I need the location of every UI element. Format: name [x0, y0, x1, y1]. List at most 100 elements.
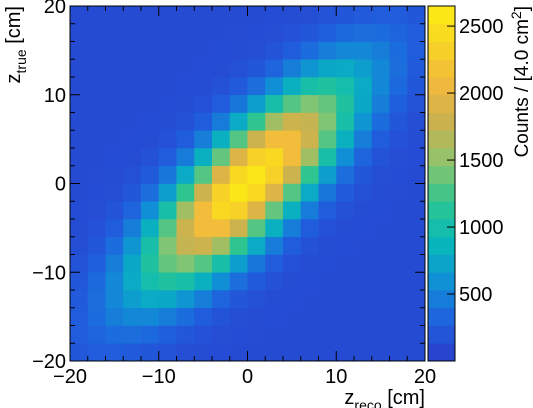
- heatmap-cell: [336, 59, 355, 78]
- heatmap-cell: [354, 325, 373, 344]
- heatmap-cell: [354, 183, 373, 202]
- colorbar-segment: [428, 112, 455, 131]
- heatmap-cell: [87, 254, 106, 273]
- heatmap-cell: [141, 130, 160, 149]
- colorbar-segment: [428, 6, 455, 25]
- heatmap-cell: [389, 130, 408, 149]
- colorbar-segment: [428, 59, 455, 78]
- heatmap-cell: [389, 148, 408, 167]
- heatmap-cell: [265, 325, 284, 344]
- heatmap-cell: [229, 325, 248, 344]
- heatmap-cell: [247, 201, 266, 220]
- heatmap-cell: [283, 130, 302, 149]
- heatmap-cell: [105, 165, 124, 184]
- colorbar-segment: [428, 343, 455, 362]
- heatmap-cell: [123, 112, 142, 131]
- heatmap-cell: [389, 41, 408, 60]
- heatmap-cell: [336, 219, 355, 238]
- heatmap-cell: [176, 219, 195, 238]
- heatmap-cell: [318, 77, 337, 96]
- heatmap-cell: [265, 130, 284, 149]
- heatmap-cell: [354, 59, 373, 78]
- heatmap-cell: [176, 343, 195, 362]
- x-tick-label: 20: [414, 366, 436, 388]
- heatmap-cell: [283, 59, 302, 78]
- heatmap-cell: [105, 343, 124, 362]
- heatmap-cell: [194, 41, 213, 60]
- heatmap-cell: [389, 59, 408, 78]
- heatmap-cell: [229, 6, 248, 25]
- heatmap-cell: [354, 6, 373, 25]
- heatmap-cell: [300, 183, 319, 202]
- heatmap-cell: [265, 23, 284, 42]
- heatmap-cell: [318, 41, 337, 60]
- heatmap-cell: [407, 23, 426, 42]
- colorbar-tick-label: 2000: [459, 83, 504, 105]
- colorbar-segment: [428, 130, 455, 149]
- heatmap-cell: [318, 94, 337, 113]
- heatmap-cell: [318, 112, 337, 131]
- heatmap-cell: [212, 112, 231, 131]
- heatmap-cell: [105, 254, 124, 273]
- heatmap-cell: [389, 6, 408, 25]
- heatmap-cell: [176, 41, 195, 60]
- x-tick-label: 0: [242, 366, 253, 388]
- heatmap-cell: [283, 77, 302, 96]
- heatmap-cell: [371, 307, 390, 326]
- heatmap-cell: [123, 272, 142, 291]
- heatmap-cell: [318, 183, 337, 202]
- heatmap-cell: [70, 6, 89, 25]
- heatmap-cell: [105, 236, 124, 255]
- heatmap-cell: [105, 307, 124, 326]
- colorbar: 500 1000 1500 2000 2500: [427, 5, 504, 362]
- heatmap-cell: [105, 272, 124, 291]
- heatmap-cell: [389, 23, 408, 42]
- heatmap-cell: [371, 130, 390, 149]
- heatmap-cell: [229, 112, 248, 131]
- heatmap-cell: [336, 307, 355, 326]
- heatmap-cell: [283, 325, 302, 344]
- heatmap-cell: [212, 254, 231, 273]
- heatmap-cell: [354, 236, 373, 255]
- heatmap-cell: [123, 343, 142, 362]
- heatmap-cell: [300, 165, 319, 184]
- x-tick-label: −20: [53, 366, 87, 388]
- heatmap-cell: [176, 94, 195, 113]
- heatmap-cell: [212, 236, 231, 255]
- heatmap-cell: [70, 290, 89, 309]
- heatmap-cell: [407, 343, 426, 362]
- y-tick-label: 20: [44, 0, 66, 18]
- heatmap-cell: [212, 272, 231, 291]
- heatmap-cell: [158, 77, 177, 96]
- heatmap-cell: [105, 6, 124, 25]
- heatmap-cell: [407, 219, 426, 238]
- heatmap-cell: [407, 165, 426, 184]
- heatmap-cell: [229, 23, 248, 42]
- heatmap-cell: [371, 41, 390, 60]
- heatmap-cell: [123, 59, 142, 78]
- heatmap-cell: [194, 23, 213, 42]
- heatmap-cell: [87, 130, 106, 149]
- heatmap-cell: [336, 290, 355, 309]
- heatmap-cell: [229, 219, 248, 238]
- heatmap-cell: [336, 201, 355, 220]
- heatmap-cell: [300, 272, 319, 291]
- heatmap-cell: [87, 6, 106, 25]
- heatmap-cell: [389, 307, 408, 326]
- heatmap-cell: [354, 307, 373, 326]
- colorbar-segment: [428, 254, 455, 273]
- heatmap-cell: [229, 201, 248, 220]
- heatmap-cell: [194, 94, 213, 113]
- heatmap-cell: [265, 148, 284, 167]
- heatmap-cell: [212, 148, 231, 167]
- heatmap-cell: [105, 77, 124, 96]
- heatmap-cell: [336, 165, 355, 184]
- heatmap-cell: [318, 325, 337, 344]
- heatmap-cell: [141, 290, 160, 309]
- heatmap-cell: [229, 59, 248, 78]
- heatmap-cell: [194, 307, 213, 326]
- heatmap-cell: [389, 183, 408, 202]
- heatmap-cell: [283, 254, 302, 273]
- heatmap-cell: [283, 112, 302, 131]
